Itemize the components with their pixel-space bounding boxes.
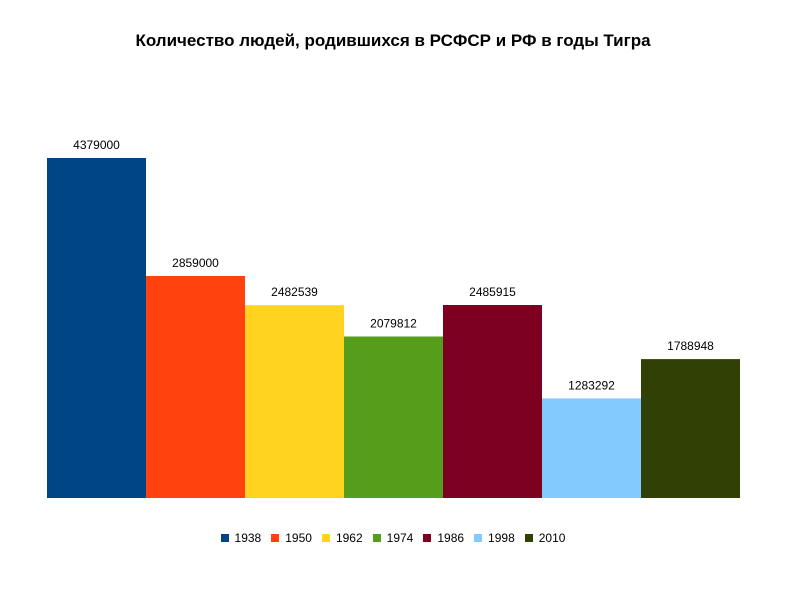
legend: 1938 1950 1962 1974 1986 1998 2010 <box>0 531 786 545</box>
chart-title: Количество людей, родившихся в РСФСР и Р… <box>135 31 651 50</box>
legend-item-1938: 1938 <box>220 531 262 545</box>
legend-swatch-1962 <box>321 534 330 542</box>
legend-label-1950: 1950 <box>285 531 312 545</box>
legend-item-1986: 1986 <box>423 531 464 545</box>
legend-swatch-1950 <box>271 534 280 542</box>
legend-item-1950: 1950 <box>271 531 312 545</box>
data-label-1974: 2079812 <box>370 317 417 331</box>
data-label-1938: 4379000 <box>73 138 120 152</box>
legend-label-1974: 1974 <box>386 531 414 545</box>
data-labels-group: 4379000 2859000 2482539 2079812 2485915 12832… <box>73 138 714 392</box>
legend-label-1998: 1998 <box>488 531 515 545</box>
bar-1974 <box>344 336 443 498</box>
data-label-1962: 2482539 <box>271 285 318 299</box>
legend-swatch-1938 <box>220 534 229 542</box>
data-label-2010: 1788948 <box>667 339 714 353</box>
legend-label-2010: 2010 <box>538 531 566 545</box>
legend-swatch-2010 <box>524 534 533 542</box>
bars-group <box>47 158 740 498</box>
legend-swatch-1998 <box>474 534 483 542</box>
legend-label-1962: 1962 <box>335 531 363 545</box>
bar-1986 <box>443 305 542 498</box>
data-label-1998: 1283292 <box>568 378 615 392</box>
bar-1962 <box>245 305 344 498</box>
legend-swatch-1986 <box>423 534 432 542</box>
legend-item-2010: 2010 <box>524 531 566 545</box>
bar-2010 <box>641 359 740 498</box>
legend-item-1974: 1974 <box>372 531 414 545</box>
legend-swatch-1974 <box>372 534 381 542</box>
legend-item-1962: 1962 <box>321 531 363 545</box>
bar-1938 <box>47 158 146 498</box>
data-label-1950: 2859000 <box>172 256 219 270</box>
bar-1950 <box>146 276 245 498</box>
legend-label-1938: 1938 <box>234 531 262 545</box>
legend-label-1986: 1986 <box>437 531 465 545</box>
bar-1998 <box>542 398 641 498</box>
legend-item-1998: 1998 <box>474 531 515 545</box>
data-label-1986: 2485915 <box>469 285 516 299</box>
